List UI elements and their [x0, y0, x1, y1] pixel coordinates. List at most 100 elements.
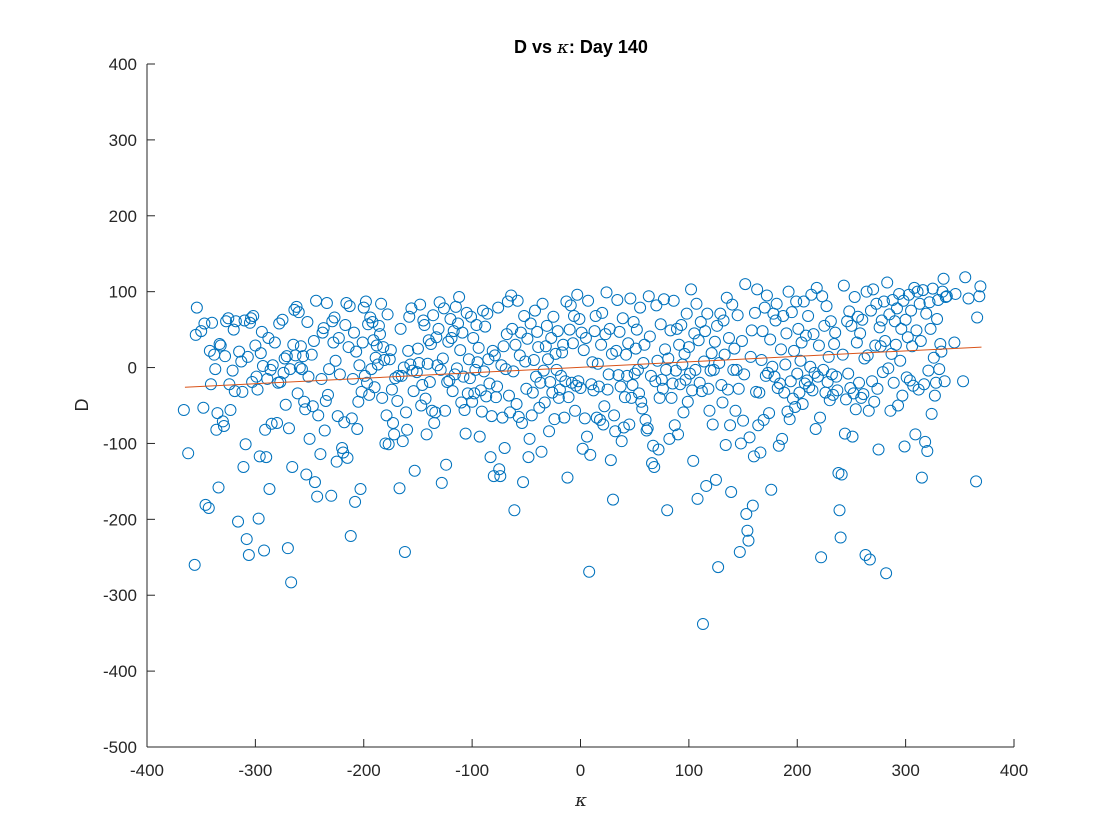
data-point	[340, 297, 353, 310]
data-point	[579, 331, 592, 344]
data-point	[243, 316, 256, 329]
data-point	[918, 378, 931, 391]
data-point	[519, 355, 532, 368]
data-point	[889, 338, 902, 351]
data-point	[510, 397, 523, 410]
data-point	[739, 278, 752, 291]
data-point	[919, 435, 932, 448]
data-point	[495, 359, 508, 372]
data-point	[585, 378, 598, 391]
data-point	[365, 363, 378, 376]
data-point	[871, 382, 884, 395]
data-point	[635, 395, 648, 408]
data-point	[803, 381, 816, 394]
data-point	[378, 353, 391, 366]
data-point	[556, 346, 569, 359]
data-point	[190, 301, 203, 314]
data-point	[827, 388, 840, 401]
data-point	[427, 309, 440, 322]
data-point	[770, 297, 783, 310]
data-point	[730, 363, 743, 376]
data-point	[798, 377, 811, 390]
data-point	[846, 430, 859, 443]
data-point	[241, 350, 254, 363]
data-point	[350, 345, 363, 358]
data-point	[795, 336, 808, 349]
y-tick-label: 300	[109, 131, 137, 150]
data-point	[583, 565, 596, 578]
data-point	[358, 369, 371, 382]
data-point	[806, 384, 819, 397]
data-point	[384, 344, 397, 357]
data-point	[472, 341, 485, 354]
data-point	[561, 471, 574, 484]
data-point	[263, 482, 276, 495]
data-point	[548, 413, 561, 426]
data-point	[242, 549, 255, 562]
data-point	[759, 369, 772, 382]
data-point	[339, 319, 352, 332]
data-point	[361, 376, 374, 389]
data-point	[213, 338, 226, 351]
data-point	[833, 504, 846, 517]
data-point	[232, 515, 245, 528]
data-point	[785, 306, 798, 319]
data-point	[518, 309, 531, 322]
data-point	[834, 531, 847, 544]
data-point	[670, 322, 683, 335]
data-point	[433, 296, 446, 309]
data-point	[284, 363, 297, 376]
data-point	[351, 423, 364, 436]
data-point	[553, 383, 566, 396]
data-point	[514, 326, 527, 339]
data-point	[562, 391, 575, 404]
data-point	[342, 341, 355, 354]
data-point	[527, 353, 540, 366]
data-point	[940, 290, 953, 303]
data-point	[465, 310, 478, 323]
data-point	[706, 418, 719, 431]
y-tick-label: 0	[128, 359, 137, 378]
data-point	[677, 406, 690, 419]
data-point	[491, 380, 504, 393]
data-point	[722, 331, 735, 344]
data-point	[761, 366, 774, 379]
data-point	[921, 445, 934, 458]
data-point	[642, 290, 655, 303]
data-point	[744, 350, 757, 363]
data-point	[661, 504, 674, 517]
data-point	[837, 279, 850, 292]
data-point	[726, 298, 739, 311]
data-point	[483, 377, 496, 390]
data-point	[444, 312, 457, 325]
data-point	[419, 392, 432, 405]
data-point	[899, 313, 912, 326]
data-point	[938, 375, 951, 388]
data-point	[557, 338, 570, 351]
data-point	[258, 544, 271, 557]
data-point	[261, 372, 274, 385]
data-point	[347, 326, 360, 339]
data-point	[315, 372, 328, 385]
data-point	[598, 400, 611, 413]
data-point	[620, 348, 633, 361]
data-point	[662, 352, 675, 365]
data-point	[492, 301, 505, 314]
data-point	[382, 438, 395, 451]
data-point	[794, 354, 807, 367]
x-tick-label: 0	[576, 761, 585, 780]
data-point	[210, 423, 223, 436]
data-point	[714, 307, 727, 320]
data-point	[609, 425, 622, 438]
data-point	[301, 316, 314, 329]
data-point	[820, 300, 833, 313]
data-point	[780, 327, 793, 340]
data-point	[488, 349, 501, 362]
data-point	[971, 311, 984, 324]
data-point	[591, 357, 604, 370]
data-point	[854, 327, 867, 340]
data-point	[682, 341, 695, 354]
data-point	[607, 493, 620, 506]
data-point	[437, 302, 450, 315]
data-point	[586, 356, 599, 369]
